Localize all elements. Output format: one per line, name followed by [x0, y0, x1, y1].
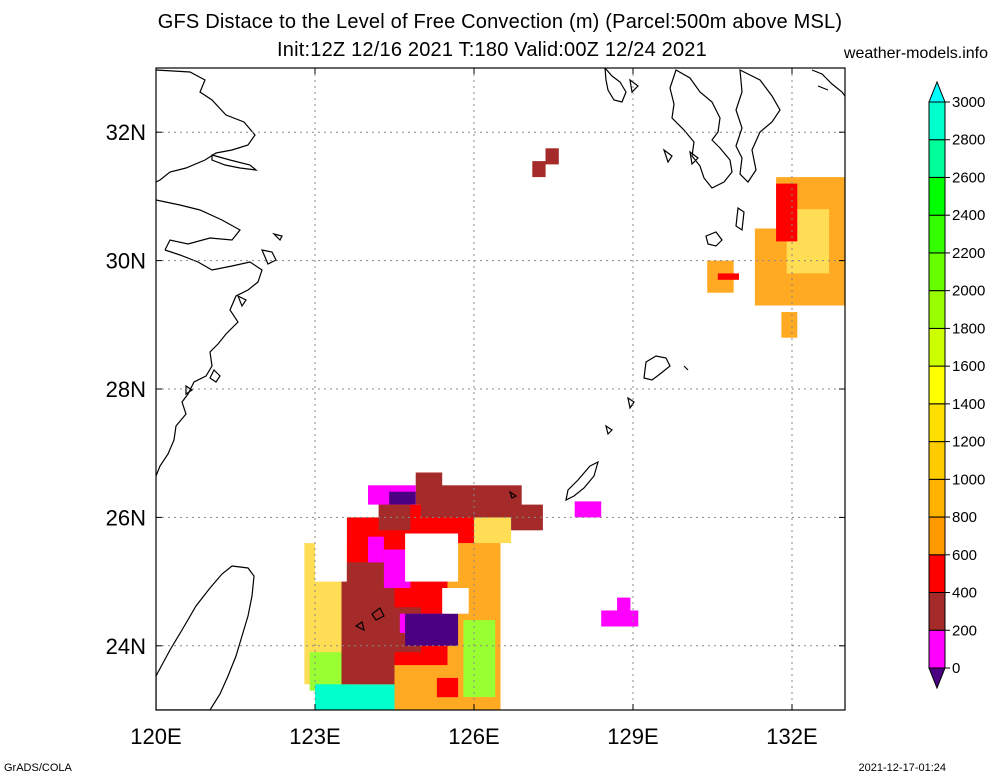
colorbar-bin: [928, 139, 946, 178]
lat-tick-label: 32N: [106, 120, 146, 145]
hangzhou-bay: [156, 199, 241, 251]
kyushu-coast: [669, 69, 733, 189]
coastline: [156, 68, 845, 710]
colorbar-label: 2000: [952, 283, 985, 300]
field-cell-200m: [368, 536, 384, 563]
colorbar-bin: [928, 629, 946, 669]
colorbar-label: 1400: [952, 396, 985, 413]
lon-tick-label: 126E: [448, 724, 499, 749]
colorbar-bin: [928, 327, 946, 367]
lat-tick-label: 26N: [106, 505, 146, 530]
generation-timestamp: 2021-12-17-01:24: [858, 762, 946, 774]
tanegashima: [735, 206, 745, 232]
lat-tick-label: 24N: [106, 634, 146, 659]
china-coastline: [156, 69, 256, 183]
lon-tick-label: 120E: [130, 724, 181, 749]
colorbar-low-triangle: [928, 667, 946, 690]
colorbar-bin: [928, 101, 946, 141]
field-cell-200m: [574, 501, 602, 518]
field-cell-400m: [532, 161, 546, 178]
amami-oshima: [643, 355, 671, 381]
colorbar-bin: [928, 252, 946, 292]
axis-ticks: [155, 68, 845, 710]
colorbar: 0 200 400 600 800 1000 1200 1400 1600 1800 2000 220…: [928, 80, 985, 690]
yangtze-estuary: [211, 154, 258, 171]
colorbar-label: 2400: [952, 207, 985, 224]
map-subtitle: Init:12Z 12/16 2021 T:180 Valid:00Z 12/2…: [277, 39, 707, 61]
colorbar-bin: [928, 441, 946, 480]
colorbar-bin: [928, 403, 946, 443]
field-cell-400m: [511, 504, 543, 531]
colorbar-label: 2200: [952, 245, 985, 262]
senkaku-island: [354, 607, 385, 632]
field-cell-800m: [781, 312, 798, 338]
colorbar-bin: [928, 554, 946, 593]
colorbar-label: 800: [952, 509, 977, 526]
undefined-area: [442, 588, 469, 614]
field-cell-400m: [545, 148, 559, 165]
zhoushan-islands: [260, 232, 283, 265]
colorbar-label: 1200: [952, 434, 985, 451]
field-cell-200m: [617, 597, 631, 614]
zhejiang-coast: [156, 249, 263, 477]
field-cell-2000m: [463, 620, 496, 698]
colorbar-label: 1000: [952, 471, 985, 488]
colorbar-label: 400: [952, 585, 977, 602]
okinawa: [565, 460, 599, 502]
lon-tick-label: 129E: [607, 724, 658, 749]
lat-lon-grid: [156, 68, 845, 710]
field-cell-200m: [601, 610, 639, 627]
taiwan-coast: [156, 565, 255, 710]
colorbar-bin: [928, 592, 946, 631]
lon-tick-label: 132E: [766, 724, 817, 749]
colorbar-label: 3000: [952, 94, 985, 111]
small-islands: [508, 365, 689, 499]
field-cell-600m: [776, 183, 798, 242]
site-credit: weather-models.info: [843, 45, 988, 62]
grads-credit: GrADS/COLA: [4, 762, 72, 774]
field-cell-600m: [436, 677, 459, 698]
colorbar-bin: [928, 478, 946, 518]
colorbar-label: 1800: [952, 320, 985, 337]
field-cell-0m: [405, 613, 459, 646]
map-title: GFS Distace to the Level of Free Convect…: [157, 11, 843, 33]
colorbar-label: 1600: [952, 358, 985, 375]
undefined-area: [315, 504, 347, 582]
longitude-labels: 120E 123E 126E 129E 132E: [130, 724, 817, 749]
lfc-field: [304, 148, 845, 710]
lat-tick-label: 28N: [106, 377, 146, 402]
colorbar-bin: [928, 516, 946, 556]
undefined-area: [405, 533, 459, 582]
colorbar-label: 600: [952, 547, 977, 564]
colorbar-bin: [928, 290, 946, 329]
colorbar-label: 2800: [952, 132, 985, 149]
japan-east-coast: [811, 69, 845, 97]
lat-tick-label: 30N: [106, 249, 146, 274]
colorbar-bin: [928, 365, 946, 405]
colorbar-label: 0: [952, 660, 960, 677]
colorbar-bin: [928, 214, 946, 254]
yakushima: [705, 231, 723, 247]
colorbar-high-triangle: [928, 80, 946, 103]
field-cell-0m: [389, 491, 416, 505]
coastal-islands: [185, 294, 247, 396]
field-cell-2800m: [315, 684, 395, 710]
shikoku-coast: [735, 68, 781, 183]
field-cell-400m: [415, 472, 443, 505]
latitude-labels: 24N 26N 28N 30N 32N: [106, 120, 146, 659]
field-cell-600m: [717, 273, 739, 280]
korea-coast: [604, 68, 639, 103]
goto-islands: [662, 148, 699, 166]
colorbar-label: 200: [952, 622, 977, 639]
colorbar-bin: [928, 177, 946, 216]
colorbar-label: 2600: [952, 169, 985, 186]
lon-tick-label: 123E: [289, 724, 340, 749]
